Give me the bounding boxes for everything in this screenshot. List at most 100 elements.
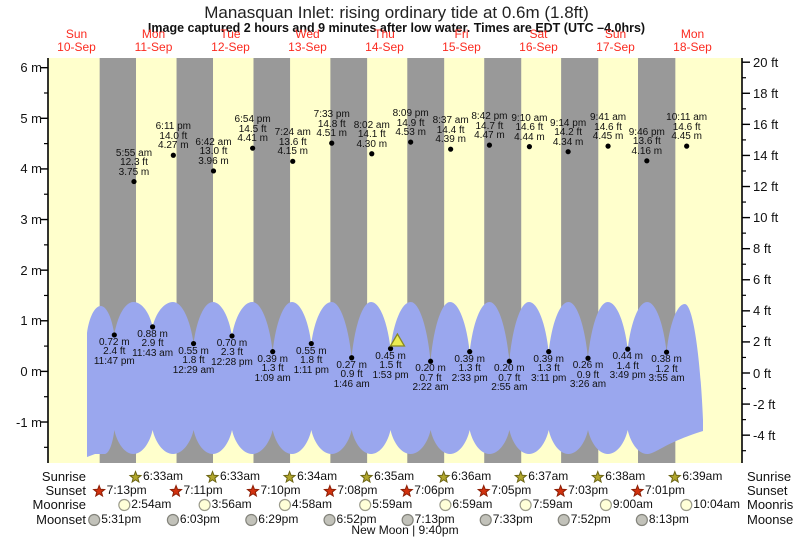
sunset-star: [399, 484, 414, 498]
sunrise-time: 6:38am: [605, 469, 646, 483]
moonset-circle: [323, 513, 336, 527]
sunset-star: [630, 484, 645, 498]
day-label: Sun 10-Sep: [42, 28, 112, 54]
sunset-time: 7:13pm: [106, 483, 147, 497]
y-axis-left-label: -1 m: [16, 414, 42, 430]
day-date: 17-Sep: [596, 40, 635, 54]
tide-label-line: 6:11 pm: [155, 121, 192, 133]
y-axis-right-label: 6 ft: [753, 272, 772, 288]
high-tide-label: 9:10 am 14.6 ft 4.44 m: [493, 113, 565, 143]
tide-label-line: 13.0 ft: [199, 146, 228, 158]
tide-label-line: 10:11 am: [666, 112, 708, 124]
sunrise-star: [513, 470, 528, 484]
sunrise-star: [590, 470, 605, 484]
tide-label-line: 0.20 m: [494, 363, 525, 375]
low-tide-dot: [349, 355, 355, 361]
moonrise-circle: [198, 498, 211, 512]
moonset-time: 7:13pm: [414, 512, 455, 526]
day-label: Wed 13-Sep: [273, 28, 343, 54]
tide-label-line: 3:49 pm: [609, 370, 646, 382]
moon-phase-text: New Moon | 9:40pm: [351, 523, 459, 537]
moonrise-time: 7:59am: [532, 497, 573, 511]
high-tide-dot: [605, 143, 611, 149]
moonrise-circle: [599, 498, 612, 512]
sunset-time: 7:08pm: [337, 483, 378, 497]
low-tide-label: 0.39 m 1.3 ft 3:11 pm: [513, 354, 585, 384]
moonset-circle: [401, 513, 414, 527]
moonset-time: 5:31pm: [101, 512, 142, 526]
moonrise-circle: [118, 498, 131, 512]
tide-label-line: 13.6 ft: [278, 136, 307, 148]
y-axis-left-label: 4 m: [20, 161, 42, 177]
low-tide-label: 0.26 m 0.9 ft 3:26 am: [552, 361, 624, 390]
moonrise-circle: [198, 498, 211, 512]
sunset-time: 7:05pm: [491, 483, 532, 497]
moonset-time: 7:52pm: [570, 512, 611, 526]
day-label: Sun 17-Sep: [581, 28, 651, 54]
y-axis-right-label: 4 ft: [753, 303, 772, 319]
tide-label-line: 3:55 am: [648, 373, 685, 385]
low-tide-label: 0.70 m 2.3 ft 12:28 pm: [196, 339, 268, 368]
low-tide-label: 0.88 m 2.9 ft 11:43 am: [117, 330, 189, 359]
tide-label-line: 4.47 m: [474, 130, 505, 142]
tide-label-line: 3:11 pm: [531, 372, 567, 384]
moonrise-time: 2:54am: [131, 497, 172, 511]
sunset-star: [630, 484, 645, 498]
sunrise-time: 6:33am: [143, 469, 184, 483]
tide-label-line: 0.55 m: [295, 345, 327, 357]
tide-label-line: 14.6 ft: [672, 121, 701, 133]
tide-label-line: 14.6 ft: [515, 122, 544, 134]
low-tide-label: 0.55 m 1.8 ft 12:29 am: [158, 346, 230, 376]
water-ribbon: [87, 302, 703, 457]
low-tide-dot: [149, 324, 156, 330]
high-tide-dot: [131, 178, 137, 185]
tide-label-line: 4.27 m: [158, 140, 189, 152]
tide-label-line: 4.44 m: [514, 131, 545, 143]
day-date: 15-Sep: [442, 40, 481, 54]
y-axis-right-label: 18 ft: [753, 85, 779, 101]
tide-label-line: 1.8 ft: [300, 355, 323, 367]
tide-label-line: 14.9 ft: [396, 117, 425, 129]
sunrise-star: [359, 470, 374, 484]
day-date: 14-Sep: [365, 40, 404, 54]
high-tide-label: 7:24 am 13.6 ft 4.15 m: [257, 128, 329, 157]
tide-label-line: 14.6 ft: [594, 121, 622, 133]
row-header-sunrise-left: Sunrise: [41, 469, 86, 484]
high-tide-label: 5:55 am 12.3 ft 3.75 m: [98, 148, 170, 178]
tide-label-line: 1.3 ft: [537, 363, 560, 375]
y-axis-right-label: 16 ft: [753, 116, 779, 132]
tide-label-line: 1.5 ft: [379, 360, 402, 372]
low-tide-dot: [625, 346, 631, 352]
tide-label-line: 4.45 m: [592, 131, 624, 143]
day-date: 10-Sep: [57, 40, 96, 54]
tide-label-line: 12:28 pm: [211, 356, 253, 368]
sunset-time: 7:11pm: [183, 483, 223, 497]
high-tide-dot: [210, 168, 217, 174]
moonrise-circle: [359, 498, 372, 512]
moonset-circle: [88, 513, 101, 527]
moonrise-time: 3:56am: [211, 497, 252, 511]
day-name: Thu: [374, 27, 395, 41]
day-label: Mon 18-Sep: [658, 28, 728, 54]
sunrise-time: 6:37am: [528, 469, 569, 483]
tide-label-line: 12.3 ft: [120, 157, 148, 169]
sunrise-time: 6:39am: [682, 469, 723, 483]
high-tide-dot: [448, 146, 454, 152]
y-axis-left-label: 5 m: [20, 110, 42, 126]
row-header-sunset-right: Sunset: [747, 483, 788, 498]
sunset-star: [399, 484, 414, 498]
tide-label-line: 4.51 m: [316, 128, 347, 140]
tide-label-line: 0.72 m: [99, 336, 130, 348]
moonrise-time: 4:58am: [291, 497, 332, 511]
low-tide-dot: [190, 340, 197, 347]
low-tide-dot: [546, 349, 552, 355]
sunset-time: 7:03pm: [568, 483, 609, 497]
tide-label-line: 0.26 m: [572, 360, 604, 372]
tide-label-line: 1:11 pm: [293, 364, 329, 376]
tide-label-line: 4.16 m: [631, 145, 663, 157]
day-name: Mon: [141, 27, 166, 41]
high-tide-label: 8:37 am 14.4 ft 4.39 m: [415, 116, 487, 145]
moonset-circle: [557, 513, 570, 527]
tide-label-line: 3:26 am: [569, 379, 607, 391]
